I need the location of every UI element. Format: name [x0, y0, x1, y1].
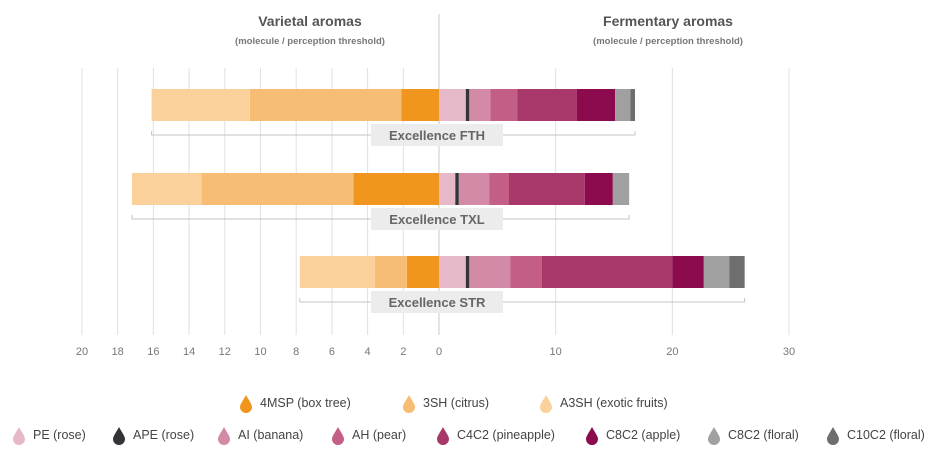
bar-excellence-str-3sh-citrus — [374, 256, 407, 288]
bar-excellence-fth-a3sh-exotic-fruits — [151, 89, 250, 121]
tick-left-16: 16 — [147, 346, 159, 358]
legend-swatch-c4c2-pineapple-icon — [437, 427, 449, 445]
bar-excellence-fth-c4c2-pineapple — [517, 89, 577, 121]
bar-excellence-txl-pe-rose — [439, 173, 456, 205]
legend-swatch-c8c2-floral-icon — [708, 427, 720, 445]
legend-label-ah-pear-3: AH (pear) — [352, 428, 406, 442]
tick-right-20: 20 — [666, 346, 678, 358]
tick-left-2: 2 — [400, 346, 406, 358]
bar-excellence-txl-c8c2-floral — [612, 173, 630, 205]
axis-ticks: 20 18 16 14 12 10 8 6 4 2 0 10 20 30 — [76, 346, 795, 358]
legend-swatch-pe-rose-icon — [13, 427, 25, 445]
group-excellence-fth: Excellence FTH — [151, 89, 636, 146]
group-label-excellence-txl: Excellence TXL — [389, 212, 484, 227]
bar-excellence-str-c8c2-floral — [703, 256, 730, 288]
legend-swatch-c8c2-apple-icon — [586, 427, 598, 445]
group-label-excellence-fth: Excellence FTH — [389, 128, 485, 143]
bar-excellence-txl-c8c2-apple — [584, 173, 613, 205]
bar-excellence-str-ai-banana — [469, 256, 511, 288]
bar-excellence-str-ah-pear — [510, 256, 542, 288]
bars: Excellence FTH Excellence TXL Excellence S… — [131, 89, 746, 313]
legend-swatch-c10c2-floral-icon — [827, 427, 839, 445]
bar-excellence-str-4msp-box-tree — [406, 256, 439, 288]
bar-excellence-fth-ai-banana — [469, 89, 491, 121]
bar-excellence-txl-3sh-citrus — [201, 173, 354, 205]
legend: 4MSP (box tree) 3SH (citrus) A3SH (exotic … — [13, 395, 925, 445]
tick-left-14: 14 — [183, 346, 195, 358]
tick-left-0: 0 — [436, 346, 442, 358]
group-label-excellence-str: Excellence STR — [389, 295, 486, 310]
bar-excellence-fth-c8c2-floral — [615, 89, 631, 121]
legend-swatch-ah-pear-icon — [332, 427, 344, 445]
legend-swatch-a3sh-exotic-fruits-icon — [540, 395, 552, 413]
bar-excellence-fth-c8c2-apple — [576, 89, 616, 121]
tick-left-6: 6 — [329, 346, 335, 358]
tick-left-20: 20 — [76, 346, 88, 358]
legend-swatch-ai-banana-icon — [218, 427, 230, 445]
bar-excellence-txl-4msp-box-tree — [353, 173, 439, 205]
bar-excellence-txl-ape-rose — [455, 173, 459, 205]
group-label-box-excellence-fth — [371, 124, 503, 146]
tick-left-4: 4 — [365, 346, 371, 358]
right-title: Fermentary aromas — [603, 13, 733, 29]
tick-left-8: 8 — [293, 346, 299, 358]
legend-swatch-ape-rose-icon — [113, 427, 125, 445]
bar-excellence-fth-ah-pear — [490, 89, 518, 121]
bar-excellence-fth-3sh-citrus — [249, 89, 402, 121]
legend-label-c8c2-floral-6: C8C2 (floral) — [728, 428, 799, 442]
tick-left-12: 12 — [219, 346, 231, 358]
bar-excellence-txl-a3sh-exotic-fruits — [131, 173, 202, 205]
group-excellence-str: Excellence STR — [299, 256, 746, 313]
legend-label-c10c2-floral-7: C10C2 (floral) — [847, 428, 925, 442]
legend-label-c8c2-apple-5: C8C2 (apple) — [606, 428, 680, 442]
bar-excellence-txl-ah-pear — [489, 173, 509, 205]
bar-excellence-str-a3sh-exotic-fruits — [299, 256, 375, 288]
bar-excellence-fth-c10c2-floral — [630, 89, 635, 121]
legend-label-3sh-citrus: 3SH (citrus) — [423, 396, 489, 410]
tick-left-18: 18 — [112, 346, 124, 358]
bar-excellence-str-pe-rose — [439, 256, 466, 288]
bar-excellence-fth-4msp-box-tree — [401, 89, 439, 121]
group-label-box-excellence-txl — [371, 208, 503, 230]
bar-excellence-fth-ape-rose — [465, 89, 470, 121]
bar-excellence-txl-c4c2-pineapple — [509, 173, 585, 205]
bar-excellence-str-c4c2-pineapple — [541, 256, 673, 288]
bracket-excellence-str — [299, 298, 746, 303]
bar-excellence-str-c10c2-floral — [729, 256, 745, 288]
group-label-box-excellence-str — [371, 291, 503, 313]
legend-label-ape-rose-1: APE (rose) — [133, 428, 194, 442]
legend-label-c4c2-pineapple-4: C4C2 (pineapple) — [457, 428, 555, 442]
group-excellence-txl: Excellence TXL — [131, 173, 630, 230]
legend-swatch-3sh-citrus-icon — [403, 395, 415, 413]
bar-excellence-str-c8c2-apple — [672, 256, 704, 288]
bar-excellence-txl-ai-banana — [458, 173, 490, 205]
legend-label-pe-rose-0: PE (rose) — [33, 428, 86, 442]
legend-swatch-4msp-box-tree-icon — [240, 395, 252, 413]
bar-excellence-str-ape-rose — [465, 256, 470, 288]
tick-right-10: 10 — [550, 346, 562, 358]
legend-label-4msp-box-tree: 4MSP (box tree) — [260, 396, 351, 410]
tick-left-10: 10 — [254, 346, 266, 358]
left-subtitle: (molecule / perception threshold) — [235, 36, 385, 47]
legend-label-ai-banana-2: AI (banana) — [238, 428, 303, 442]
left-title: Varietal aromas — [258, 13, 362, 29]
legend-label-a3sh-exotic-fruits: A3SH (exotic fruits) — [560, 396, 668, 410]
right-subtitle: (molecule / perception threshold) — [593, 36, 743, 47]
bar-excellence-fth-pe-rose — [439, 89, 466, 121]
tick-right-30: 30 — [783, 346, 795, 358]
